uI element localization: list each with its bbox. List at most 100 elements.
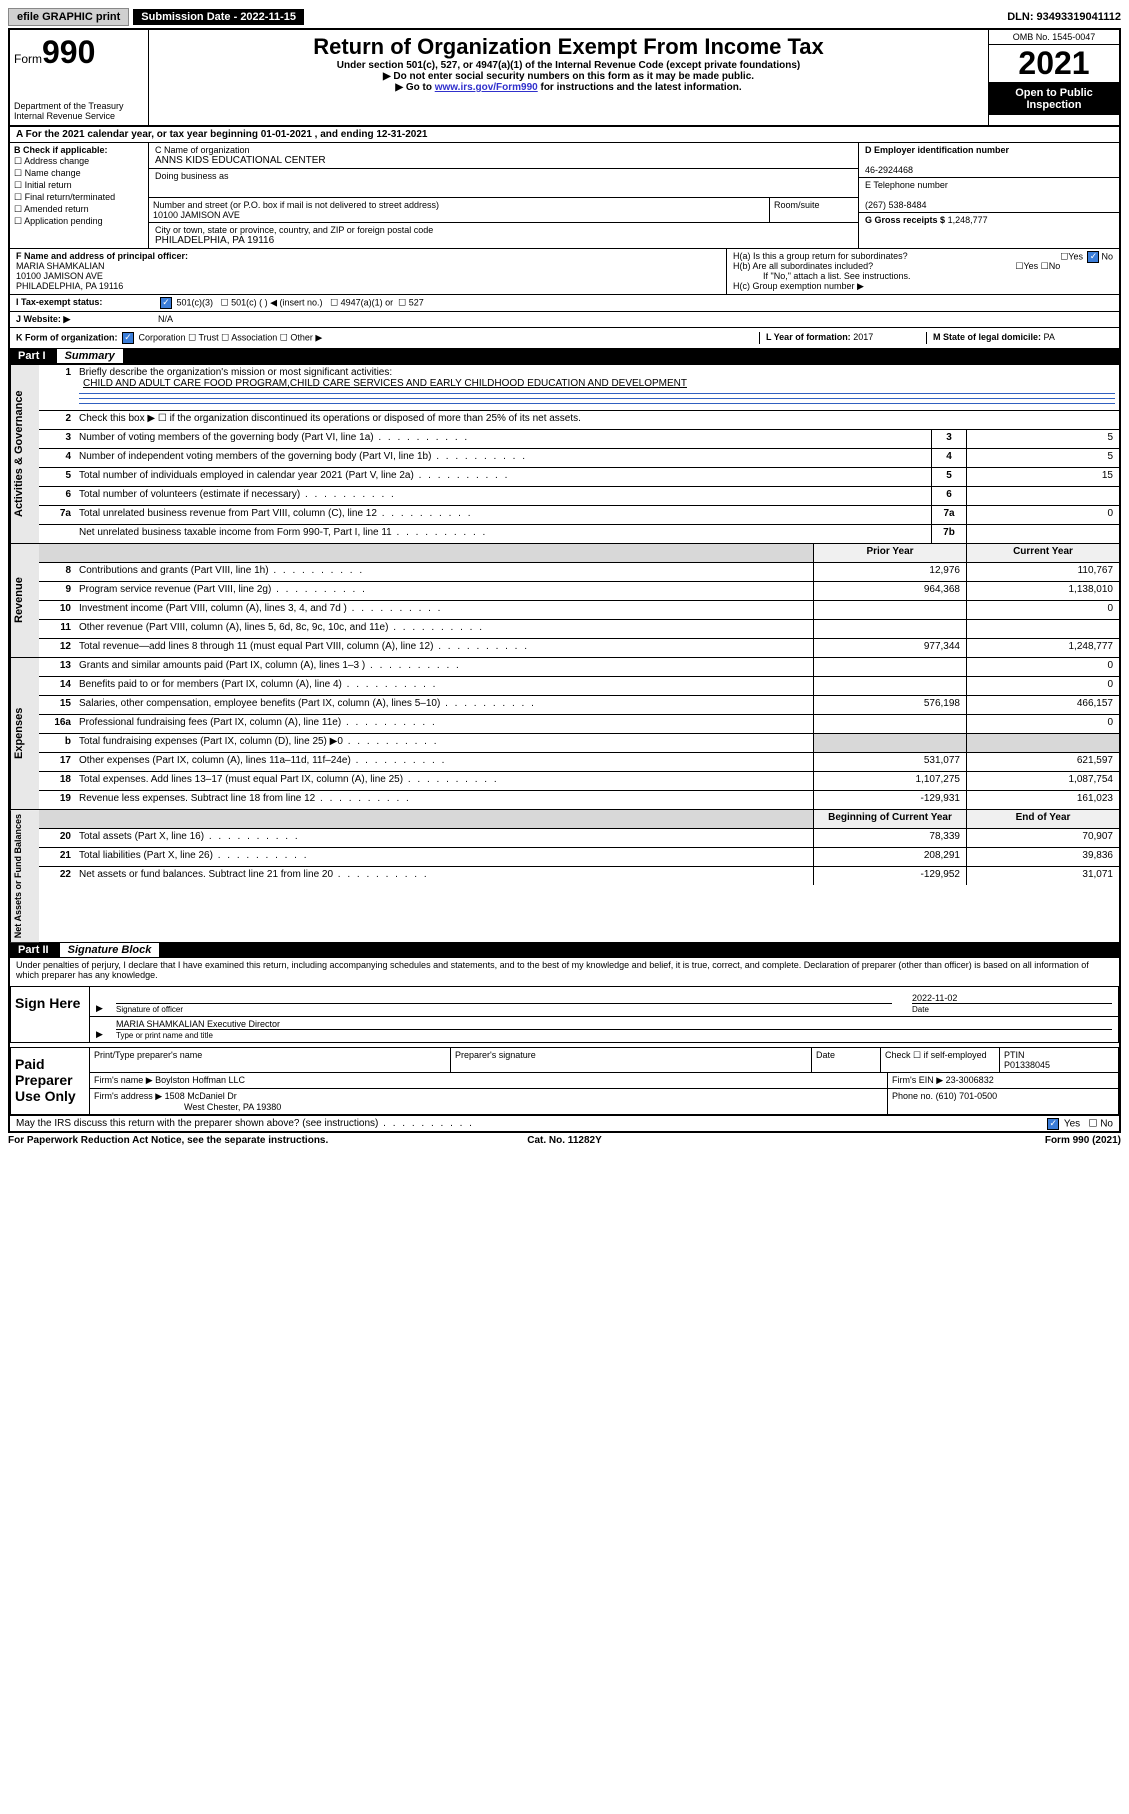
dln: DLN: 93493319041112: [1007, 11, 1121, 23]
website-value: N/A: [152, 312, 1119, 327]
sign-here-label: Sign Here: [11, 987, 90, 1042]
hb-label: H(b) Are all subordinates included?: [733, 261, 873, 271]
col-begin-year: Beginning of Current Year: [813, 810, 966, 828]
tax-status-row: I Tax-exempt status: 501(c)(3) ☐ 501(c) …: [10, 294, 1119, 311]
opt-assoc: Association: [231, 332, 277, 342]
line-20: 20 Total assets (Part X, line 16) 78,339…: [39, 828, 1119, 847]
org-name: ANNS KIDS EDUCATIONAL CENTER: [155, 155, 326, 166]
line-19: 19 Revenue less expenses. Subtract line …: [39, 790, 1119, 809]
officer-addr2: PHILADELPHIA, PA 19116: [16, 281, 123, 291]
discuss-row: May the IRS discuss this return with the…: [10, 1115, 1119, 1131]
prep-date-label: Date: [816, 1050, 835, 1060]
state-domicile-label: M State of legal domicile:: [933, 332, 1041, 342]
header-sub2: ▶ Do not enter social security numbers o…: [157, 71, 980, 82]
line-9: 9 Program service revenue (Part VIII, li…: [39, 581, 1119, 600]
part1-num: Part I: [18, 350, 46, 362]
street-address: 10100 JAMISON AVE: [153, 210, 240, 220]
dba-label: Doing business as: [155, 171, 852, 181]
line-10: 10 Investment income (Part VIII, column …: [39, 600, 1119, 619]
line-8: 8 Contributions and grants (Part VIII, l…: [39, 562, 1119, 581]
org-name-label: C Name of organization: [155, 145, 852, 155]
line-17: 17 Other expenses (Part IX, column (A), …: [39, 752, 1119, 771]
dept-treasury: Department of the Treasury Internal Reve…: [14, 101, 144, 121]
opt-final: Final return/terminated: [25, 192, 116, 202]
sig-date: 2022-11-02: [912, 993, 1112, 1004]
revenue-section: Revenue Prior Year Current Year 8 Contri…: [10, 543, 1119, 657]
period-mid: , and ending: [315, 129, 377, 140]
submission-date: Submission Date - 2022-11-15: [133, 9, 304, 25]
ein-value: 46-2924468: [865, 165, 913, 175]
line-5: 5 Total number of individuals employed i…: [39, 467, 1119, 486]
tax-year: 2021: [989, 45, 1119, 83]
period-end: 12-31-2021: [376, 129, 427, 140]
self-employed-label: Check ☐ if self-employed: [885, 1050, 987, 1060]
hb-note: If "No," attach a list. See instructions…: [733, 271, 1113, 281]
line-7b: Net unrelated business taxable income fr…: [39, 524, 1119, 543]
discuss-yes[interactable]: [1047, 1118, 1059, 1130]
firm-ein: 23-3006832: [946, 1075, 994, 1085]
ck-initial[interactable]: ☐ Initial return: [14, 180, 144, 191]
col-prior-year: Prior Year: [813, 544, 966, 562]
opt-other: Other ▶: [290, 332, 322, 342]
addr-label: Number and street (or P.O. box if mail i…: [153, 200, 439, 210]
opt-501c: 501(c) ( ) ◀ (insert no.): [231, 297, 322, 307]
officer-name: MARIA SHAMKALIAN: [16, 261, 105, 271]
declaration-text: Under penalties of perjury, I declare th…: [10, 958, 1119, 982]
part1-title: Summary: [57, 349, 123, 363]
firm-ein-label: Firm's EIN ▶: [892, 1075, 943, 1085]
ein-label: D Employer identification number: [865, 145, 1009, 155]
blocks-fh: F Name and address of principal officer:…: [10, 248, 1119, 294]
ck-amended[interactable]: ☐ Amended return: [14, 204, 144, 215]
opt-address: Address change: [24, 156, 89, 166]
ck-name[interactable]: ☐ Name change: [14, 168, 144, 179]
form-container: Form990 Department of the Treasury Inter…: [8, 28, 1121, 1133]
period-begin: 01-01-2021: [261, 129, 312, 140]
efile-btn[interactable]: efile GRAPHIC print: [8, 8, 129, 26]
line-7a: 7a Total unrelated business revenue from…: [39, 505, 1119, 524]
ptin-value: P01338045: [1004, 1060, 1050, 1070]
sig-officer-label: Signature of officer: [116, 1005, 183, 1014]
year-formation: 2017: [853, 332, 873, 342]
discuss-label: May the IRS discuss this return with the…: [16, 1118, 474, 1129]
col-current-year: Current Year: [966, 544, 1119, 562]
line-14: 14 Benefits paid to or for members (Part…: [39, 676, 1119, 695]
opt-name: Name change: [25, 168, 81, 178]
line-6: 6 Total number of volunteers (estimate i…: [39, 486, 1119, 505]
ck-app-pending[interactable]: ☐ Application pending: [14, 216, 144, 227]
prep-name-label: Print/Type preparer's name: [94, 1050, 202, 1060]
opt-initial: Initial return: [25, 180, 72, 190]
line2-desc: Check this box ▶ ☐ if the organization d…: [75, 411, 1119, 429]
sig-date-label: Date: [912, 1005, 929, 1014]
line-15: 15 Salaries, other compensation, employe…: [39, 695, 1119, 714]
firm-addr1: 1508 McDaniel Dr: [165, 1091, 237, 1101]
paperwork-notice: For Paperwork Reduction Act Notice, see …: [8, 1135, 379, 1146]
paid-preparer-label: Paid Preparer Use Only: [11, 1048, 90, 1114]
form-header: Form990 Department of the Treasury Inter…: [10, 30, 1119, 127]
line-22: 22 Net assets or fund balances. Subtract…: [39, 866, 1119, 885]
paid-preparer-block: Paid Preparer Use Only Print/Type prepar…: [10, 1047, 1119, 1115]
ck-corp[interactable]: [122, 332, 134, 344]
irs-link[interactable]: www.irs.gov/Form990: [435, 82, 538, 93]
ck-501c3[interactable]: [160, 297, 172, 309]
ck-address[interactable]: ☐ Address change: [14, 156, 144, 167]
vtab-governance: Activities & Governance: [10, 365, 39, 543]
line-21: 21 Total liabilities (Part X, line 26) 2…: [39, 847, 1119, 866]
page-footer: For Paperwork Reduction Act Notice, see …: [8, 1133, 1121, 1148]
line-16a: 16a Professional fundraising fees (Part …: [39, 714, 1119, 733]
vtab-net-assets: Net Assets or Fund Balances: [10, 810, 39, 942]
city-label: City or town, state or province, country…: [155, 225, 852, 235]
form-number: Form990: [14, 34, 144, 71]
website-label: J Website: ▶: [16, 314, 70, 324]
header-sub1: Under section 501(c), 527, or 4947(a)(1)…: [157, 60, 980, 71]
header-sub3: ▶ Go to www.irs.gov/Form990 for instruct…: [157, 82, 980, 93]
opt-trust: Trust: [198, 332, 218, 342]
firm-phone-label: Phone no.: [892, 1091, 933, 1101]
omb-number: OMB No. 1545-0047: [989, 30, 1119, 45]
ha-no-checked[interactable]: [1087, 251, 1099, 263]
city-state-zip: PHILADELPHIA, PA 19116: [155, 235, 274, 246]
website-row: J Website: ▶ N/A: [10, 311, 1119, 327]
block-h: H(a) Is this a group return for subordin…: [726, 249, 1119, 294]
gross-value: 1,248,777: [948, 215, 988, 225]
ha-label: H(a) Is this a group return for subordin…: [733, 251, 908, 261]
ck-final[interactable]: ☐ Final return/terminated: [14, 192, 144, 203]
